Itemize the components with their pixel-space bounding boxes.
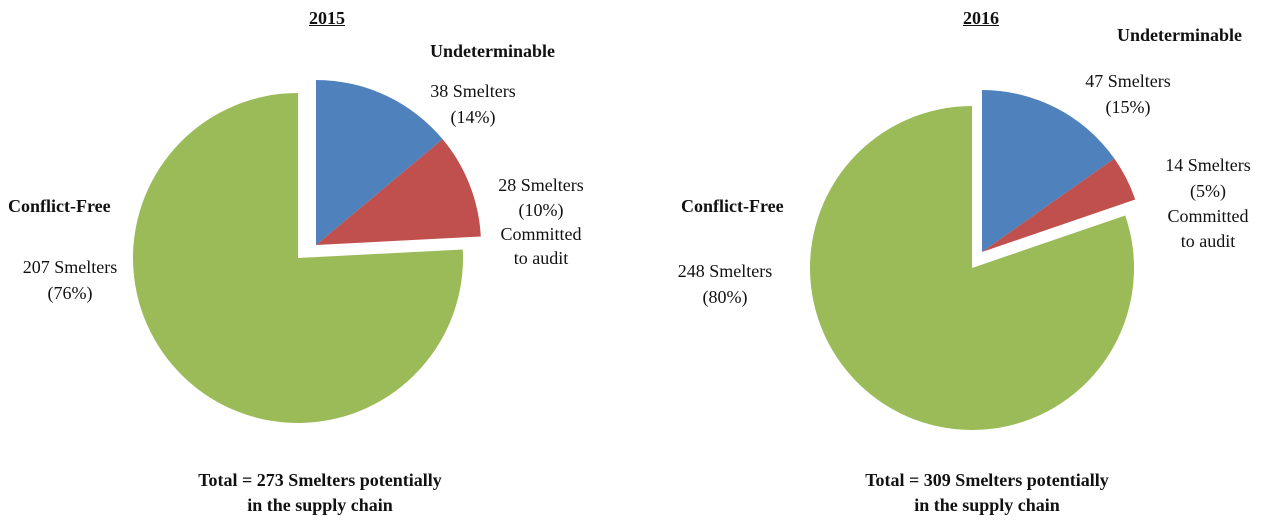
pie-chart-2015: 2015 Undeterminable 38 Smelters (14%) 28… bbox=[8, 8, 584, 518]
conflict-free-category-label: Conflict-Free bbox=[681, 196, 784, 216]
conflict-free-pct-label: (76%) bbox=[47, 283, 93, 303]
undeterminable-category-label: Undeterminable bbox=[430, 41, 555, 61]
undeterminable-count-label: 38 Smelters bbox=[430, 81, 516, 101]
pie-svg bbox=[132, 80, 481, 423]
footer-line-1: Total = 273 Smelters potentially bbox=[198, 470, 442, 490]
undeterminable-pct-label: (14%) bbox=[450, 107, 496, 127]
chart-title: 2015 bbox=[309, 8, 345, 28]
pie-svg bbox=[810, 90, 1136, 430]
pie-slice-conflict-free bbox=[132, 93, 463, 423]
pie-chart-2016: 2016 Undeterminable 47 Smelters (15%) 14… bbox=[641, 0, 1282, 524]
undeterminable-pct-label: (15%) bbox=[1105, 97, 1151, 117]
committed-count-label: 14 Smelters bbox=[1165, 155, 1251, 175]
committed-pct-label: (10%) bbox=[518, 200, 564, 220]
conflict-free-category-label: Conflict-Free bbox=[8, 196, 111, 216]
chart-title: 2016 bbox=[963, 8, 999, 28]
committed-pct-label: (5%) bbox=[1190, 181, 1226, 201]
committed-category-label-line1: Committed bbox=[1167, 206, 1249, 226]
footer-line-2: in the supply chain bbox=[247, 495, 393, 515]
pie-slice-undeterminable bbox=[982, 90, 1115, 252]
chart-footer: Total = 309 Smelters potentially in the … bbox=[797, 468, 1177, 518]
conflict-free-count-label: 207 Smelters bbox=[22, 257, 118, 277]
committed-category-label-line2: to audit bbox=[1180, 231, 1236, 251]
conflict-free-pct-label: (80%) bbox=[702, 287, 748, 307]
pie-slice-undeterminable bbox=[316, 80, 443, 245]
undeterminable-category-label: Undeterminable bbox=[1117, 25, 1242, 45]
committed-category-label-line1: Committed bbox=[500, 224, 582, 244]
committed-count-label: 28 Smelters bbox=[498, 175, 584, 195]
pie-slice-conflict-free bbox=[810, 106, 1134, 430]
undeterminable-count-label: 47 Smelters bbox=[1085, 71, 1171, 91]
pie-slice-committed-to-audit bbox=[982, 158, 1136, 252]
committed-category-label-line2: to audit bbox=[513, 248, 569, 268]
conflict-free-count-label: 248 Smelters bbox=[677, 261, 773, 281]
footer-line-2: in the supply chain bbox=[914, 495, 1060, 515]
chart-footer: Total = 273 Smelters potentially in the … bbox=[130, 468, 510, 518]
pie-slice-committed-to-audit bbox=[316, 139, 481, 245]
footer-line-1: Total = 309 Smelters potentially bbox=[865, 470, 1109, 490]
